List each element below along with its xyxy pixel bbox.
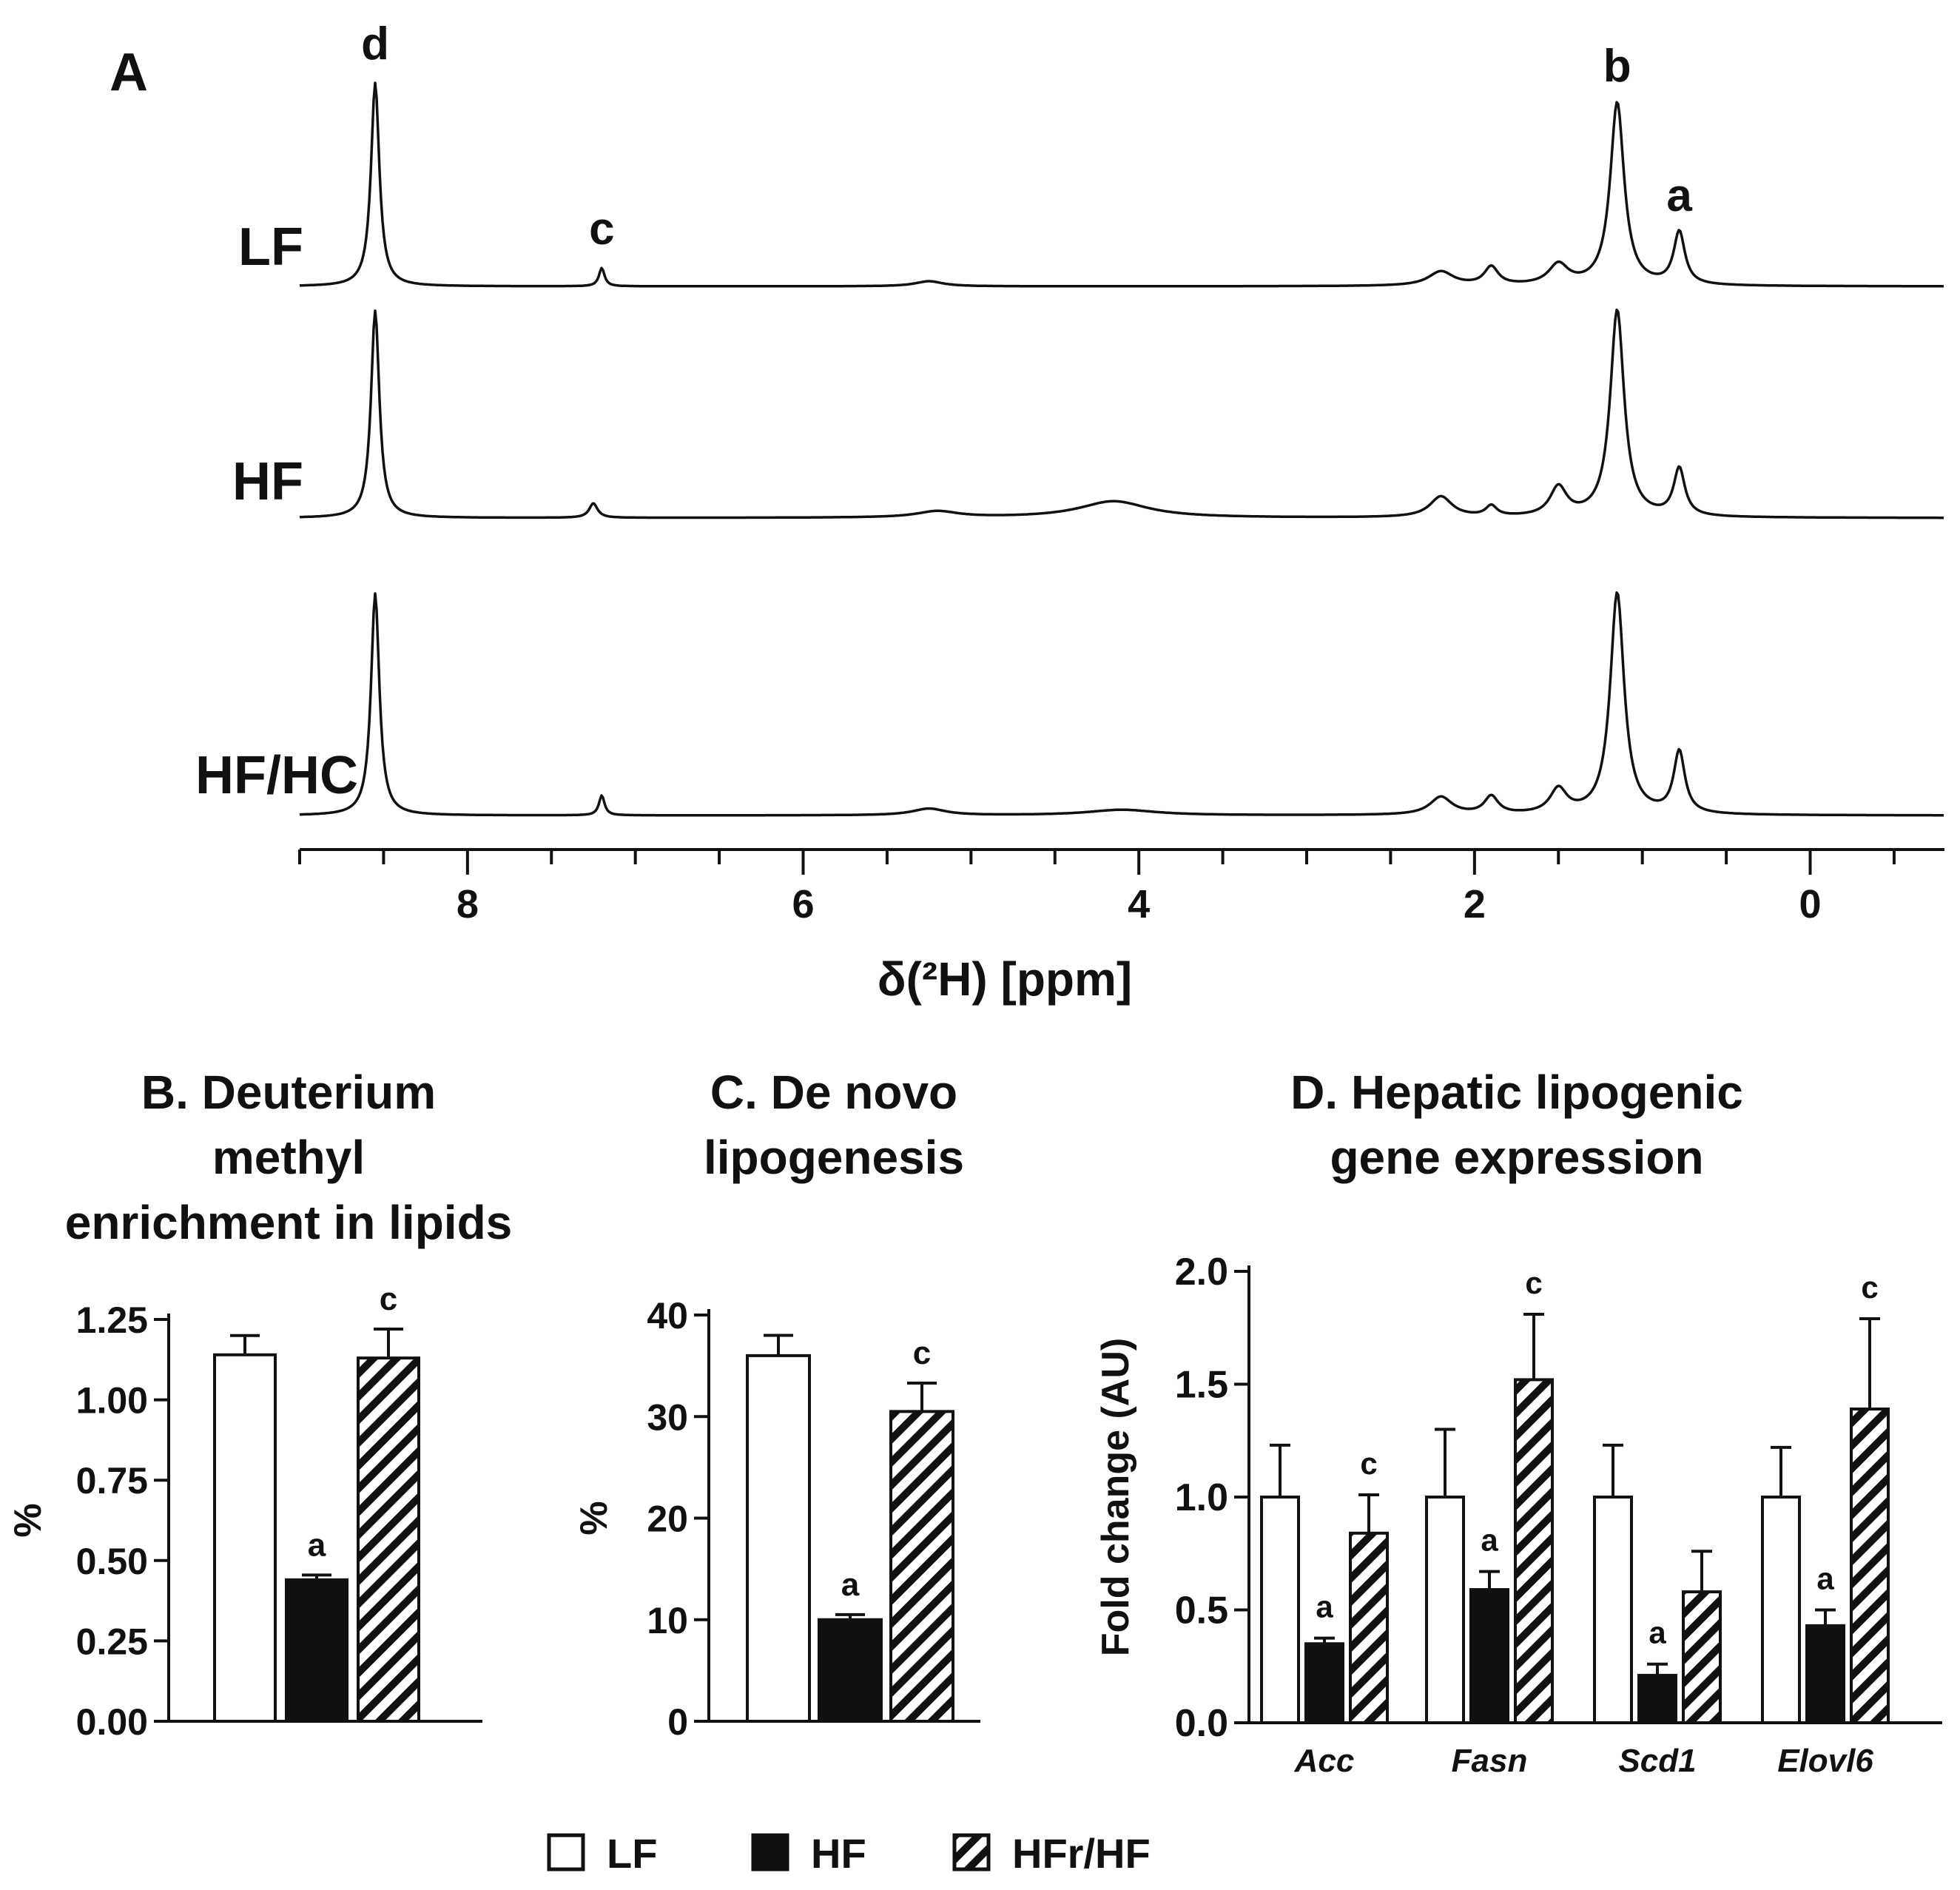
y-axis-label: %	[7, 1503, 50, 1537]
bar-scd1-hfr-hf	[1682, 1590, 1722, 1725]
legend-swatch-lf	[547, 1833, 585, 1871]
y-tick-label: 0	[667, 1701, 688, 1743]
y-tick-label: 0.75	[76, 1460, 148, 1501]
chart-title-line: C. De novo	[710, 1066, 957, 1119]
y-tick-label: 1.0	[1175, 1476, 1228, 1519]
bar-lf	[213, 1353, 277, 1723]
legend-swatch-hf	[751, 1833, 789, 1871]
chart-title-line: lipogenesis	[704, 1131, 964, 1184]
y-tick-label: 0.25	[76, 1621, 148, 1662]
ppm-tick-label: 8	[457, 882, 479, 926]
y-tick-label: 20	[647, 1499, 688, 1540]
y-tick-label: 1.5	[1175, 1364, 1228, 1407]
deuterium-enrichment-panel: B. Deuterium methyl enrichment in lipids 0.…	[7, 1066, 512, 1743]
bar-scd1-hf	[1637, 1673, 1677, 1724]
y-tick-label: 0.5	[1175, 1590, 1228, 1632]
spectrum-hf	[299, 308, 1944, 519]
significance-label: a	[1816, 1561, 1834, 1596]
ppm-tick-label: 6	[792, 882, 814, 926]
peak-label-a: a	[1666, 170, 1692, 221]
ppm-axis: 8 6 4 2 0	[298, 848, 1944, 926]
y-tick-label: 40	[647, 1295, 688, 1336]
y-axis-label: Fold change (AU)	[1094, 1338, 1137, 1656]
significance-label: a	[1649, 1615, 1666, 1650]
gene-expression-panel: D. Hepatic lipogenic gene expression 0.0 0.…	[1094, 1066, 1942, 1779]
x-category-label: Elovl6	[1777, 1743, 1873, 1779]
spectrum-lf	[299, 81, 1944, 288]
de-novo-lipogenesis-panel: C. De novo lipogenesis 0 10 20 30 40% a c	[573, 1066, 980, 1743]
bar-fasn-hf	[1469, 1588, 1509, 1725]
x-category-label: Fasn	[1452, 1743, 1528, 1779]
chart-title-line: D. Hepatic lipogenic	[1290, 1066, 1743, 1119]
bar-fasn-hfr-hf	[1514, 1378, 1554, 1725]
significance-label: a	[1481, 1523, 1498, 1558]
legend-swatch-hfr-hf	[952, 1833, 991, 1871]
legend-label-hfr-hf: HFr/HF	[1012, 1830, 1151, 1877]
y-tick-label: 10	[647, 1600, 688, 1641]
bar-elovl6-hf	[1805, 1624, 1845, 1725]
peak-label-d: d	[361, 19, 389, 70]
ppm-tick-label: 0	[1799, 882, 1822, 926]
y-tick-label: 1.00	[76, 1380, 148, 1422]
ppm-tick-label: 2	[1464, 882, 1486, 926]
bar-hf	[285, 1578, 348, 1723]
significance-label: a	[308, 1527, 326, 1563]
bar-fasn-lf	[1425, 1496, 1465, 1724]
y-axis-label: %	[573, 1501, 616, 1535]
y-tick-label: 1.25	[76, 1299, 148, 1341]
chart-title-line: B. Deuterium	[141, 1066, 436, 1119]
x-category-label: Acc	[1294, 1743, 1355, 1779]
significance-label: c	[913, 1335, 931, 1371]
legend-label-lf: LF	[607, 1830, 657, 1877]
chart-title-line: enrichment in lipids	[65, 1196, 513, 1249]
significance-label: c	[1525, 1265, 1542, 1300]
y-tick-label: 0.0	[1175, 1702, 1228, 1745]
bar-elovl6-lf	[1761, 1496, 1801, 1724]
bar-scd1-lf	[1593, 1496, 1633, 1724]
significance-label: c	[380, 1281, 397, 1317]
bar-lf	[746, 1353, 811, 1723]
bar-elovl6-hfr-hf	[1850, 1408, 1890, 1725]
significance-label: c	[1861, 1270, 1878, 1305]
spectra-layer: LF HF HF/HC d c b a	[195, 19, 1944, 817]
bar-hf	[818, 1618, 883, 1723]
nmr-spectra-panel: A LF HF HF/HC d c b a 8 6 4 2 0 δ(²H) [ppm]	[110, 19, 1944, 1006]
bar-acc-hf	[1304, 1642, 1344, 1724]
spectrum-label-hf-hc: HF/HC	[195, 746, 358, 805]
ppm-axis-label: δ(²H) [ppm]	[878, 952, 1132, 1006]
chart-title-line: methyl	[212, 1131, 365, 1184]
x-category-label: Scd1	[1618, 1743, 1696, 1779]
bar-acc-lf	[1260, 1496, 1300, 1724]
y-tick-label: 2.0	[1175, 1251, 1228, 1294]
y-tick-label: 30	[647, 1396, 688, 1438]
y-tick-label: 0.50	[76, 1541, 148, 1582]
ppm-tick-label: 4	[1128, 882, 1150, 926]
significance-label: c	[1360, 1446, 1377, 1481]
spectrum-label-hf: HF	[232, 452, 303, 511]
y-tick-label: 0.00	[76, 1701, 148, 1743]
significance-label: a	[841, 1567, 860, 1603]
peak-label-b: b	[1603, 41, 1631, 92]
peak-label-c: c	[589, 204, 614, 255]
legend: LF HF HFr/HF	[547, 1830, 1151, 1877]
significance-label: a	[1316, 1590, 1333, 1624]
spectrum-hf-hc	[300, 591, 1944, 817]
spectrum-label-lf: LF	[238, 218, 303, 277]
bar-acc-hfr-hf	[1349, 1531, 1389, 1725]
panel-a-letter: A	[110, 43, 148, 102]
bar-hfr-hf	[889, 1410, 954, 1723]
bar-hfr-hf	[357, 1356, 420, 1723]
legend-label-hf: HF	[811, 1830, 866, 1877]
chart-title-line: gene expression	[1330, 1131, 1703, 1184]
